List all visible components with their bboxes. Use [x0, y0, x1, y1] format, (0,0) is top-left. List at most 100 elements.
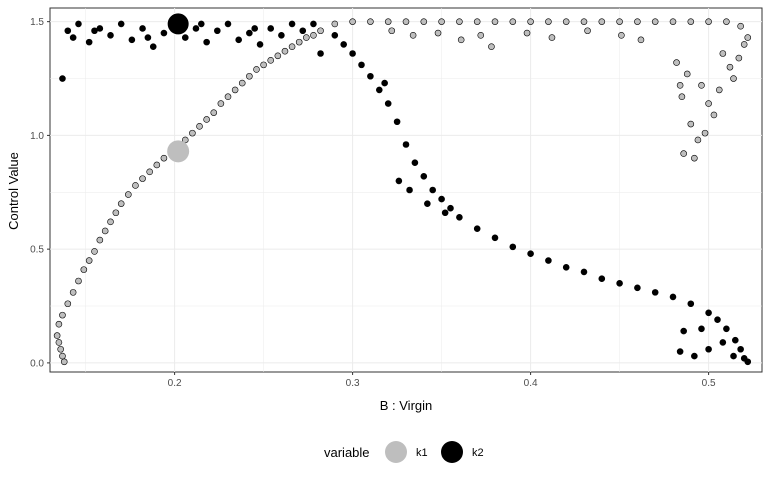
point-k1 [730, 75, 737, 82]
point-k1 [735, 54, 743, 62]
point-k2 [651, 289, 659, 296]
point-k2 [181, 34, 189, 41]
point-k1 [676, 82, 684, 89]
point-k1 [331, 20, 339, 28]
point-k1 [434, 29, 442, 37]
point-k1 [687, 18, 695, 25]
point-k1 [723, 18, 730, 25]
point-k2 [256, 41, 264, 48]
x-tick-label: 0.5 [702, 378, 716, 389]
point-k2 [224, 20, 232, 28]
point-k1 [705, 18, 712, 25]
highlight-point-k2 [166, 12, 190, 36]
point-k2 [731, 336, 739, 344]
point-k2 [198, 20, 205, 28]
point-k1 [509, 18, 517, 25]
point-k2 [616, 279, 623, 287]
highlight-points [166, 12, 190, 163]
point-k1 [420, 18, 428, 25]
point-k1 [715, 86, 723, 94]
point-k1 [457, 36, 465, 44]
point-k2 [393, 118, 401, 126]
point-k1 [680, 150, 687, 157]
point-k1 [349, 18, 356, 25]
point-k1 [710, 111, 718, 119]
point-k2 [687, 300, 695, 308]
legend-label-k2: k2 [472, 447, 484, 459]
point-k2 [723, 325, 730, 333]
point-k2 [406, 186, 413, 194]
point-k2 [691, 352, 698, 360]
point-k1 [669, 18, 677, 25]
point-k1 [217, 100, 225, 107]
legend-key-k2 [441, 441, 463, 463]
plot-panel [49, 7, 763, 373]
point-k2 [59, 75, 66, 82]
series-k2 [59, 20, 752, 366]
x-tick-label: 0.3 [346, 378, 360, 389]
point-k1 [253, 66, 260, 73]
point-k1 [310, 31, 317, 39]
y-tick-label: 0.0 [30, 358, 44, 369]
point-k2 [117, 20, 125, 28]
point-k2 [402, 141, 410, 148]
point-k1 [288, 43, 296, 50]
point-k1 [210, 109, 218, 116]
point-k2 [358, 61, 365, 69]
point-k1 [726, 63, 734, 71]
point-k2 [349, 50, 356, 57]
x-axis-ticks: 0.2 0.3 0.4 0.5 [168, 372, 716, 389]
x-tick-label: 0.4 [524, 378, 538, 389]
point-k1 [107, 218, 114, 226]
point-k1 [634, 18, 641, 25]
point-k1 [281, 47, 289, 55]
point-k1 [616, 18, 623, 25]
point-k1 [637, 36, 645, 44]
y-axis-title: Control Value [6, 152, 21, 230]
point-k1 [687, 120, 695, 128]
point-k2 [331, 31, 339, 39]
point-k2 [562, 264, 570, 271]
point-k2 [128, 36, 136, 44]
point-k2 [340, 41, 348, 48]
point-k2 [456, 214, 463, 221]
point-k1 [744, 34, 752, 41]
point-k1 [196, 123, 203, 130]
point-k2 [192, 25, 200, 32]
point-k1 [295, 38, 303, 46]
point-k1 [91, 248, 98, 255]
point-k2 [438, 195, 445, 203]
point-k1 [238, 79, 246, 87]
point-k1 [267, 57, 275, 64]
point-k1 [60, 358, 68, 366]
point-k2 [381, 79, 388, 87]
point-k1 [146, 168, 153, 176]
point-k2 [278, 31, 285, 39]
point-k1 [224, 93, 232, 101]
point-k1 [317, 27, 324, 35]
point-k1 [705, 100, 712, 107]
point-k2 [737, 345, 744, 353]
point-k1 [673, 59, 680, 66]
point-k2 [441, 209, 449, 217]
point-k2 [580, 268, 588, 276]
point-k1 [55, 339, 63, 346]
point-k2 [705, 345, 712, 353]
point-k2 [509, 243, 517, 251]
point-k1 [683, 70, 691, 78]
point-k1 [274, 52, 282, 60]
point-k1 [53, 332, 61, 339]
point-k2 [491, 234, 499, 242]
point-k1 [618, 31, 625, 39]
point-k1 [698, 82, 705, 89]
point-k1 [139, 175, 146, 182]
point-k2 [149, 43, 157, 50]
point-k1 [402, 18, 410, 25]
point-k2 [473, 225, 481, 232]
point-k1 [231, 86, 239, 94]
point-k2 [669, 293, 677, 301]
grid [50, 8, 762, 372]
point-k2 [251, 25, 258, 32]
point-k2 [705, 309, 712, 317]
y-tick-label: 1.5 [30, 17, 44, 28]
